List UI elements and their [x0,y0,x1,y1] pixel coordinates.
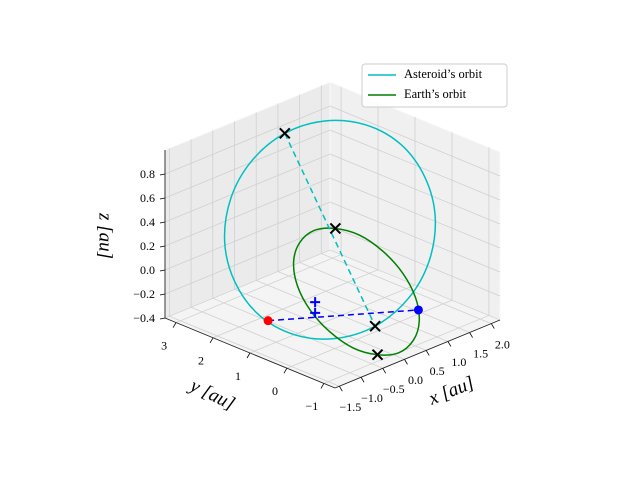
legend-box [361,63,508,108]
z-tick [159,197,166,200]
marker-cross [369,320,381,332]
z-tick [159,293,166,296]
z-tick-label: 0.4 [140,215,155,229]
grid-line [164,225,331,295]
y-tick [172,322,177,328]
x-tick [382,368,387,374]
panes: −1.5−1.0−0.50.00.51.01.52.0−10123−0.4−0.… [133,81,510,414]
x-tick-label: 2.0 [495,337,510,351]
marker-cross [371,348,384,361]
x-tick [447,341,452,347]
marker-cross [329,222,342,235]
marker-dot [413,305,423,315]
grid-line [329,201,501,273]
x-tick-label: 1.5 [473,346,488,360]
z-tick-label: 0.6 [140,191,155,205]
grid-line [164,105,331,175]
z-tick-label: −0.2 [133,287,155,301]
x-tick [360,377,365,383]
legend: Asteroid’s orbit Earth’s orbit [361,63,508,108]
y-axis-line [164,317,336,389]
z-tick [159,317,166,320]
z-tick [159,245,166,248]
grid-line [164,153,331,223]
z-tick-label: 0.2 [140,239,155,253]
orbit-line [292,227,421,356]
y-tick-label: 3 [161,338,167,352]
plot-area [223,119,437,361]
x-tick [469,332,473,338]
x-tick-label: 1.0 [451,355,466,369]
grid-line [329,249,501,321]
grid-line [329,153,501,225]
y-tick-label: 1 [235,369,241,383]
grid-line [329,177,501,249]
z-tick-label: −0.4 [133,311,155,325]
grid-line [329,129,501,201]
x-axis-line [334,319,501,389]
legend-label: Asteroid’s orbit [404,67,483,81]
y-tick [320,383,325,389]
y-tick-label: 0 [272,384,278,398]
z-tick [159,269,166,272]
z-tick-label: 0.8 [140,167,155,181]
dashed-line [268,309,419,322]
x-tick [338,386,343,392]
grid-line [164,201,331,271]
marker-plus [310,297,321,308]
x-tick [404,359,408,365]
grid-line [212,269,379,339]
y-tick [209,337,214,343]
z-tick [159,173,166,176]
dashed-line [284,133,376,327]
x-tick-label: −1.5 [339,400,361,414]
legend-label: Earth’s orbit [404,87,467,101]
grid-line [329,105,501,177]
x-tick-label: −1.0 [361,391,383,405]
marker-dot [263,316,273,326]
marker-cross [279,127,291,140]
marker-plus [310,307,321,318]
y-axis-label: y [au] [185,374,238,414]
y-tick [246,352,251,359]
x-tick [425,350,430,356]
x-tick-label: 0.0 [408,373,423,387]
y-tick-label: −1 [306,399,319,413]
x-tick [490,323,495,329]
z-axis-label: z [au] [95,212,116,259]
grid-line [164,177,331,247]
x-tick-label: 0.5 [430,364,445,378]
y-tick [283,368,288,374]
grid-line [323,315,490,384]
grid-line [286,299,453,369]
x-tick-label: −0.5 [383,382,405,396]
grid-line [164,129,331,199]
grid-line [249,284,416,354]
grid-line [164,249,331,319]
z-tick [159,221,166,224]
grid-line [329,225,501,297]
y-tick-label: 2 [198,354,204,368]
grid-line [175,254,342,323]
z-tick-label: 0.0 [140,263,155,277]
